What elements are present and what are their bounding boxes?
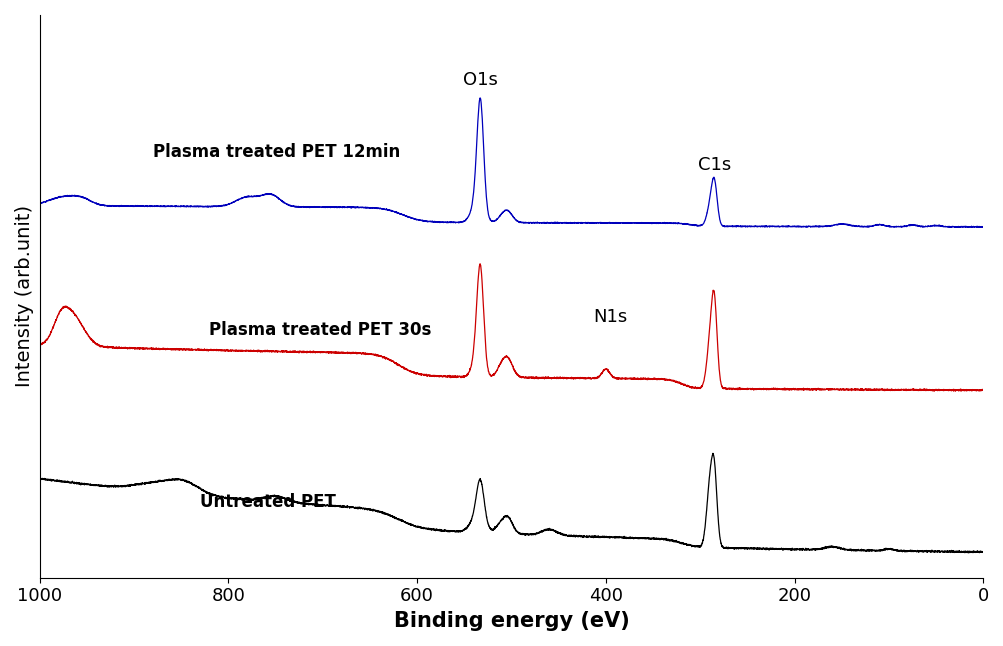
Text: C1s: C1s [697, 156, 730, 174]
Text: O1s: O1s [462, 71, 497, 89]
Text: Untreated PET: Untreated PET [200, 493, 336, 510]
X-axis label: Binding energy (eV): Binding energy (eV) [393, 611, 629, 631]
Text: Plasma treated PET 12min: Plasma treated PET 12min [152, 143, 399, 161]
Text: N1s: N1s [593, 308, 627, 326]
Text: Plasma treated PET 30s: Plasma treated PET 30s [210, 321, 431, 339]
Y-axis label: Intensity (arb.unit): Intensity (arb.unit) [15, 205, 34, 388]
